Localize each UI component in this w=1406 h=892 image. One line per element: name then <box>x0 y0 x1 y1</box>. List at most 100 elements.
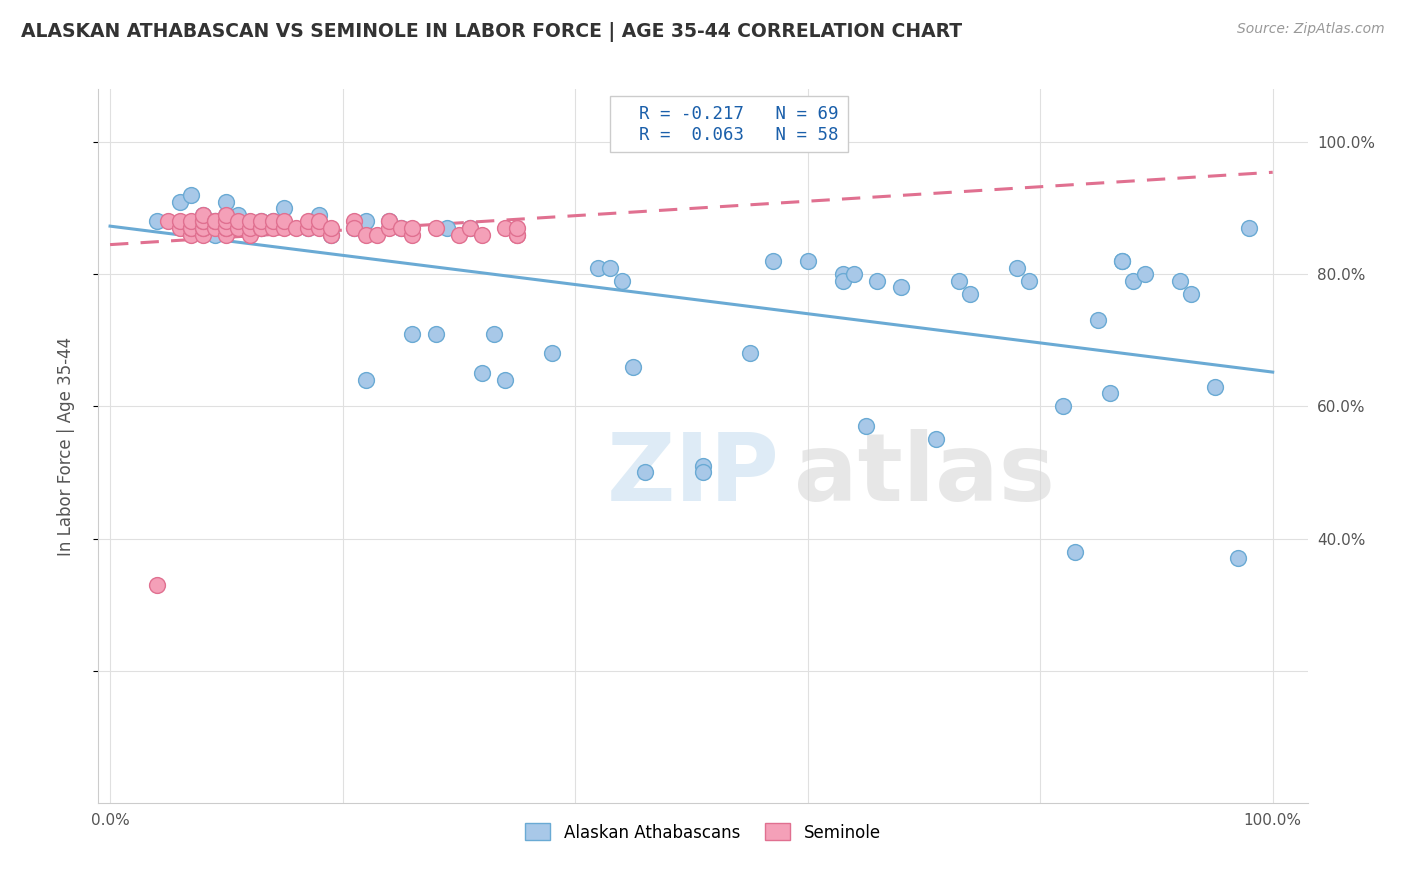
Point <box>924 433 946 447</box>
Point <box>191 214 214 228</box>
Point <box>191 208 214 222</box>
Point <box>239 227 262 242</box>
Point <box>1168 274 1191 288</box>
Point <box>308 214 330 228</box>
Point <box>621 359 644 374</box>
Point <box>145 578 167 592</box>
Point <box>285 221 308 235</box>
Point <box>226 221 249 235</box>
Point <box>506 221 529 235</box>
Point <box>169 221 191 235</box>
Point <box>762 254 785 268</box>
Point <box>204 214 226 228</box>
Point <box>354 373 377 387</box>
Point <box>425 221 447 235</box>
Point <box>215 208 238 222</box>
Point <box>401 221 423 235</box>
Point <box>273 201 295 215</box>
Point <box>1226 551 1249 566</box>
Point <box>1204 379 1226 393</box>
Point <box>215 214 238 228</box>
Point <box>471 227 494 242</box>
Point <box>844 267 866 281</box>
Point <box>436 221 458 235</box>
Point <box>319 227 342 242</box>
Point <box>494 221 516 235</box>
Point <box>610 274 633 288</box>
Point <box>692 458 714 473</box>
Point <box>169 194 191 209</box>
Point <box>250 221 273 235</box>
Legend: Alaskan Athabascans, Seminole: Alaskan Athabascans, Seminole <box>516 814 890 852</box>
Point <box>1111 254 1133 268</box>
Point <box>378 214 401 228</box>
Point <box>506 227 529 242</box>
Point <box>1180 287 1202 301</box>
Point <box>855 419 877 434</box>
Point <box>378 214 401 228</box>
Point <box>588 260 610 275</box>
Point <box>215 227 238 242</box>
Point <box>297 221 319 235</box>
Point <box>796 254 818 268</box>
Point <box>831 267 853 281</box>
Point <box>215 194 238 209</box>
Point <box>378 221 401 235</box>
Point <box>366 227 388 242</box>
Y-axis label: In Labor Force | Age 35-44: In Labor Force | Age 35-44 <box>56 336 75 556</box>
Point <box>250 221 273 235</box>
Point <box>1098 386 1121 401</box>
Point <box>460 221 482 235</box>
Point <box>460 221 482 235</box>
Point <box>1122 274 1144 288</box>
Point <box>145 214 167 228</box>
Point <box>226 208 249 222</box>
Point <box>540 346 562 360</box>
Point <box>226 214 249 228</box>
Point <box>239 221 262 235</box>
Point <box>191 214 214 228</box>
Point <box>262 214 284 228</box>
Point <box>215 214 238 228</box>
Point <box>471 367 494 381</box>
Text: atlas: atlas <box>793 428 1054 521</box>
Point <box>273 214 295 228</box>
Point <box>215 208 238 222</box>
Point <box>204 221 226 235</box>
Point <box>191 221 214 235</box>
Point <box>343 221 366 235</box>
Point <box>180 221 202 235</box>
Point <box>180 188 202 202</box>
Text: R = -0.217   N = 69
  R =  0.063   N = 58: R = -0.217 N = 69 R = 0.063 N = 58 <box>619 105 839 144</box>
Point <box>191 221 214 235</box>
Point <box>308 221 330 235</box>
Point <box>738 346 761 360</box>
Point <box>250 214 273 228</box>
Point <box>1052 400 1074 414</box>
Point <box>1239 221 1261 235</box>
Point <box>226 214 249 228</box>
Point <box>1018 274 1040 288</box>
Point <box>262 214 284 228</box>
Point <box>1005 260 1028 275</box>
Point <box>180 221 202 235</box>
Point <box>1111 254 1133 268</box>
Point <box>297 221 319 235</box>
Point <box>692 466 714 480</box>
Point <box>634 466 657 480</box>
Point <box>1087 313 1109 327</box>
Point <box>204 227 226 242</box>
Point <box>319 221 342 235</box>
Point <box>180 227 202 242</box>
Point <box>262 221 284 235</box>
Point <box>297 214 319 228</box>
Point <box>401 326 423 341</box>
Point <box>191 214 214 228</box>
Point <box>425 326 447 341</box>
Point <box>157 214 180 228</box>
Point <box>599 260 621 275</box>
Point <box>1133 267 1156 281</box>
Point <box>890 280 912 294</box>
Point <box>389 221 412 235</box>
Point <box>239 214 262 228</box>
